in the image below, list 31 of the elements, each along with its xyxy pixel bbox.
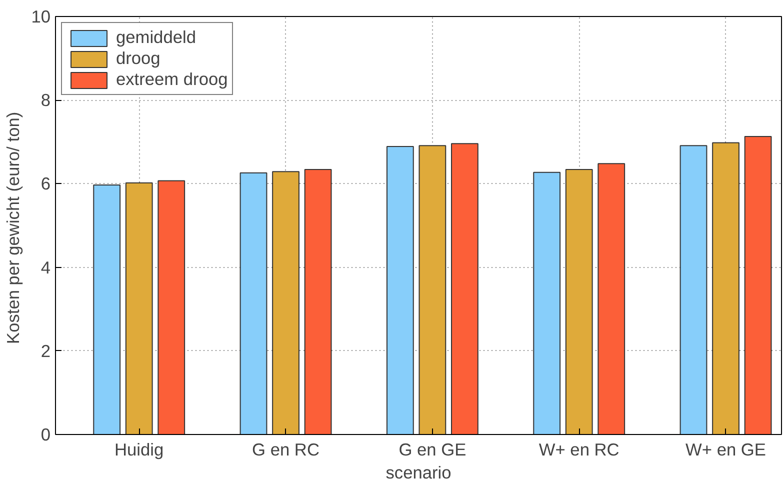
y-tick-label: 0 [40, 424, 51, 444]
bar [598, 163, 626, 434]
bar [565, 168, 593, 434]
x-tick-label: Huidig [114, 440, 164, 460]
bar [451, 143, 478, 434]
bar [240, 172, 268, 434]
bar [386, 146, 414, 434]
x-axis-title: scenario [386, 462, 452, 482]
y-tick-label: 10 [31, 6, 51, 26]
y-tick-label: 8 [40, 90, 51, 110]
bar [533, 172, 561, 434]
y-tick-label: 2 [40, 340, 51, 361]
bar [158, 180, 186, 434]
x-tick-label: W+ en RC [538, 440, 620, 460]
y-tick-label: 4 [40, 257, 51, 278]
x-tick-label: G en GE [398, 440, 466, 460]
bar [744, 136, 772, 434]
legend-label: gemiddeld [116, 27, 196, 48]
bar [272, 171, 300, 434]
x-tick-label: G en RC [252, 440, 320, 460]
bar [304, 168, 332, 434]
y-tick-label: 6 [40, 174, 51, 194]
bar [712, 142, 740, 434]
bar [418, 145, 446, 434]
legend-label: extreem droog [116, 69, 228, 90]
bar [125, 182, 153, 434]
bar [93, 184, 121, 434]
y-axis-title: Kosten per gewicht (euro/ ton) [3, 112, 24, 344]
bar [680, 145, 708, 434]
legend-label: droog [116, 48, 160, 69]
x-tick-label: W+ en GE [686, 440, 766, 460]
